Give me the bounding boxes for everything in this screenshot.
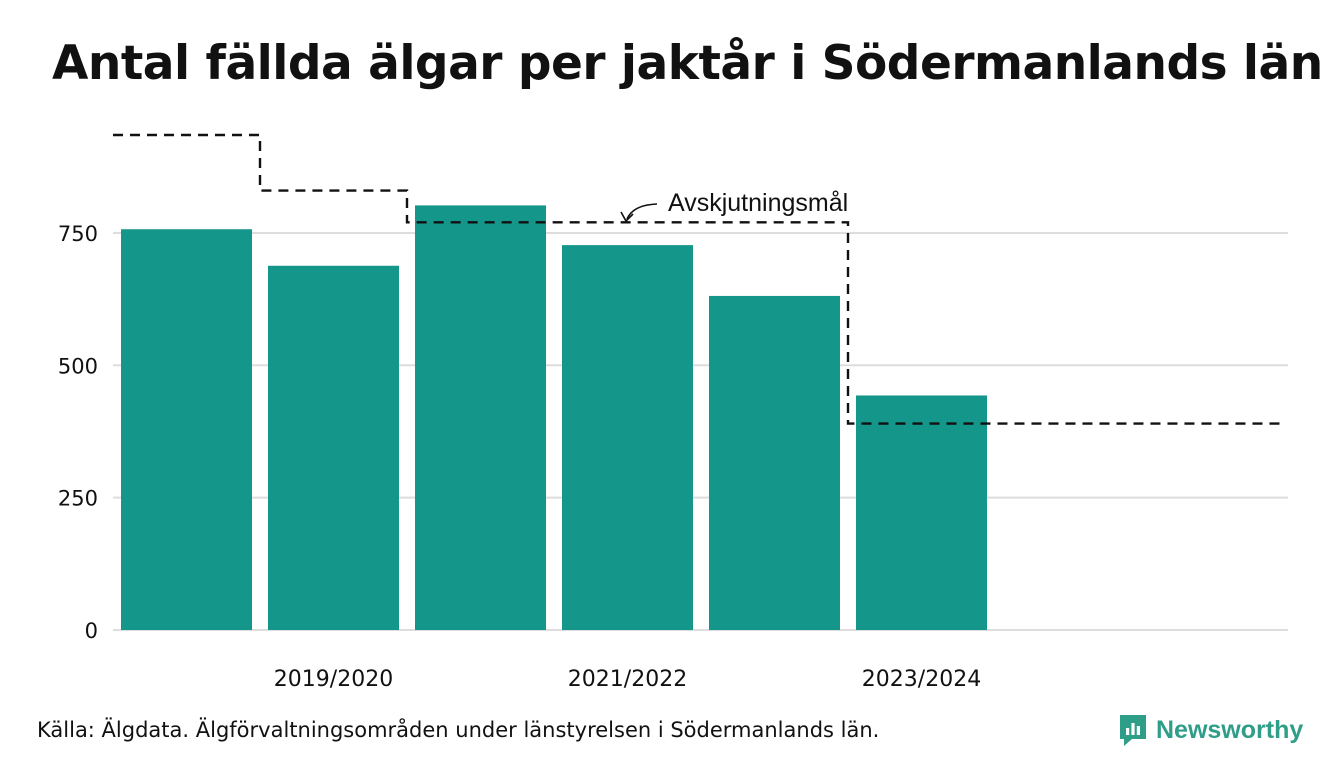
x-axis-tick-labels: 2019/2020 2021/2022 2023/2024 [274, 667, 981, 692]
bar [268, 265, 399, 630]
x-tick-label: 2021/2022 [568, 667, 687, 692]
y-tick-label: 750 [58, 222, 98, 246]
y-tick-label: 250 [58, 487, 98, 511]
y-tick-label: 0 [85, 619, 98, 643]
newsworthy-logo[interactable]: Newsworthy [1118, 712, 1303, 748]
brand-name: Newsworthy [1156, 715, 1304, 744]
source-note: Källa: Älgdata. Älgförvaltningsområden u… [37, 718, 880, 742]
bar [709, 295, 840, 630]
target-line-group: Avskjutningsmål [113, 133, 1280, 425]
bar [856, 395, 987, 630]
x-tick-label: 2023/2024 [862, 667, 981, 692]
bar [562, 245, 693, 630]
chart-title: Antal fällda älgar per jaktår i Söderman… [52, 36, 1323, 91]
newsworthy-logo-icon [1120, 715, 1146, 746]
target-line-label: Avskjutningsmål [668, 189, 848, 217]
x-tick-label: 2019/2020 [274, 667, 393, 692]
bar [121, 229, 252, 630]
target-line [113, 133, 1280, 425]
y-tick-label: 500 [58, 354, 98, 378]
bars [121, 205, 987, 631]
bar [415, 205, 546, 631]
annotation-arrowhead [620, 211, 634, 223]
y-axis-tick-labels: 0 250 500 750 [58, 222, 98, 643]
annotation-arrow [626, 203, 658, 220]
